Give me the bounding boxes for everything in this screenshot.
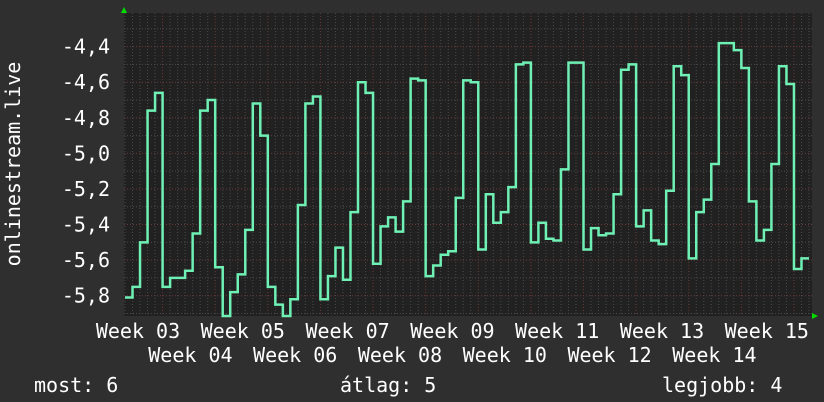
x-tick-label: Week 14 bbox=[672, 343, 756, 367]
y-tick-label: -5,4 bbox=[62, 213, 110, 237]
x-tick-label: Week 04 bbox=[148, 343, 232, 367]
x-tick-label: Week 10 bbox=[463, 343, 547, 367]
x-tick-label: Week 05 bbox=[201, 319, 285, 343]
legend-now: most: 6 bbox=[34, 373, 119, 397]
y-tick-label: -4,4 bbox=[62, 35, 110, 59]
x-tick-label: Week 11 bbox=[515, 319, 599, 343]
y-tick-label: -5,0 bbox=[62, 141, 110, 165]
y-axis-label: onlinestream.live bbox=[1, 62, 25, 267]
x-axis-arrow-icon bbox=[812, 313, 818, 319]
x-tick-label: Week 15 bbox=[725, 319, 809, 343]
y-axis-ticks: -4,4 -4,6 -4,8 -5,0 -5,2 -5,4 -5,6 -5,8 bbox=[62, 35, 110, 308]
y-tick-label: -5,8 bbox=[62, 284, 110, 308]
x-tick-label: Week 09 bbox=[410, 319, 494, 343]
legend-best: legjobb: 4 bbox=[662, 373, 783, 397]
x-tick-label: Week 06 bbox=[253, 343, 337, 367]
legend-average: átlag: 5 bbox=[340, 373, 437, 397]
y-tick-label: -5,2 bbox=[62, 177, 110, 201]
x-tick-label: Week 07 bbox=[305, 319, 389, 343]
x-tick-label: Week 03 bbox=[96, 319, 180, 343]
y-axis-arrow-icon bbox=[121, 7, 127, 13]
y-tick-label: -5,6 bbox=[62, 248, 110, 272]
y-tick-label: -4,6 bbox=[62, 70, 110, 94]
plot-area bbox=[124, 13, 812, 316]
x-tick-label: Week 12 bbox=[567, 343, 651, 367]
x-tick-label: Week 08 bbox=[358, 343, 442, 367]
x-tick-label: Week 13 bbox=[620, 319, 704, 343]
series-line bbox=[125, 41, 809, 318]
y-tick-label: -4,8 bbox=[62, 106, 110, 130]
